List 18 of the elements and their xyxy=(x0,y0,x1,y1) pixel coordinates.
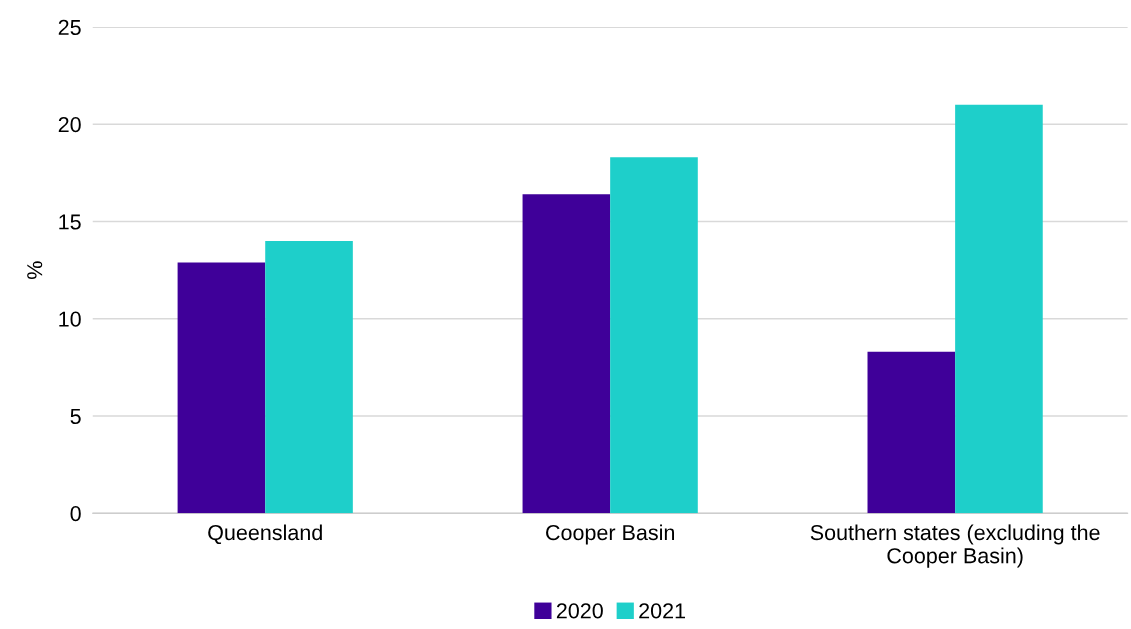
y-tick-label: 20 xyxy=(58,117,81,133)
bar xyxy=(610,157,698,514)
y-tick-label: 10 xyxy=(59,311,81,327)
y-tick-label: 25 xyxy=(58,19,81,36)
legend-label: 2021 xyxy=(639,603,685,619)
x-tick-label: Cooper Basin xyxy=(546,524,674,545)
y-axis-title: % xyxy=(27,261,43,279)
y-tick-label: 0 xyxy=(70,506,81,522)
x-tick-label: Queensland xyxy=(208,524,322,545)
bar xyxy=(522,194,611,514)
y-tick-label: 15 xyxy=(59,214,81,230)
y-tick-label: 5 xyxy=(70,409,81,425)
bar xyxy=(177,262,266,514)
legend-label: 2020 xyxy=(556,603,603,619)
bar xyxy=(265,240,353,514)
bar xyxy=(867,351,956,514)
bar xyxy=(955,104,1043,514)
x-tick-label: Southern states (excluding the Cooper Basin) xyxy=(810,524,1100,568)
